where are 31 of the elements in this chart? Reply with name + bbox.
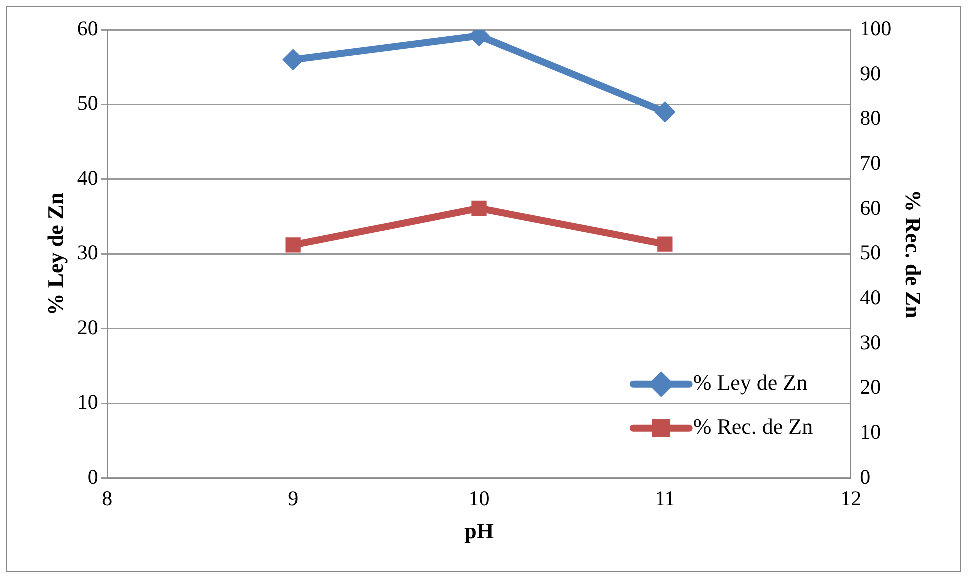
x-tick-label: 10 bbox=[468, 486, 490, 511]
y2-tick-label: 50 bbox=[860, 240, 882, 265]
x-tick-label: 11 bbox=[655, 486, 676, 511]
y2-axis-title: % Rec. de Zn bbox=[901, 190, 926, 318]
y2-tick-label: 40 bbox=[860, 286, 882, 310]
y2-tick-label: 80 bbox=[860, 106, 882, 130]
y-tick-label: 10 bbox=[77, 390, 98, 414]
y2-tick-label: 30 bbox=[860, 330, 882, 354]
point bbox=[286, 238, 301, 253]
y-tick-label: 0 bbox=[88, 464, 98, 489]
x-tick-label: 9 bbox=[288, 486, 299, 511]
y2-tick-label: 70 bbox=[860, 151, 882, 176]
legend-label: % Rec. de Zn bbox=[693, 414, 814, 440]
y2-tick-label: 10 bbox=[860, 420, 882, 444]
y2-tick-label: 60 bbox=[860, 196, 882, 220]
x-tick-label: 8 bbox=[102, 486, 113, 511]
y2-tick-label: 100 bbox=[860, 16, 892, 41]
point bbox=[658, 236, 673, 252]
y-tick-label: 40 bbox=[77, 166, 98, 190]
y2-tick-label: 20 bbox=[860, 375, 882, 400]
y-axis-title: % Ley de Zn bbox=[42, 192, 68, 316]
y2-tick-label: 90 bbox=[860, 61, 882, 86]
y-tick-label: 30 bbox=[77, 240, 98, 265]
point bbox=[472, 200, 487, 216]
y2-tick-label: 0 bbox=[860, 464, 871, 489]
y-tick-label: 50 bbox=[77, 91, 98, 116]
x-axis-title: pH bbox=[464, 518, 494, 544]
x-tick-label: 12 bbox=[840, 486, 862, 511]
y-tick-label: 20 bbox=[77, 315, 98, 340]
legend-label: % Ley de Zn bbox=[693, 370, 808, 396]
y-tick-label: 60 bbox=[77, 16, 98, 41]
